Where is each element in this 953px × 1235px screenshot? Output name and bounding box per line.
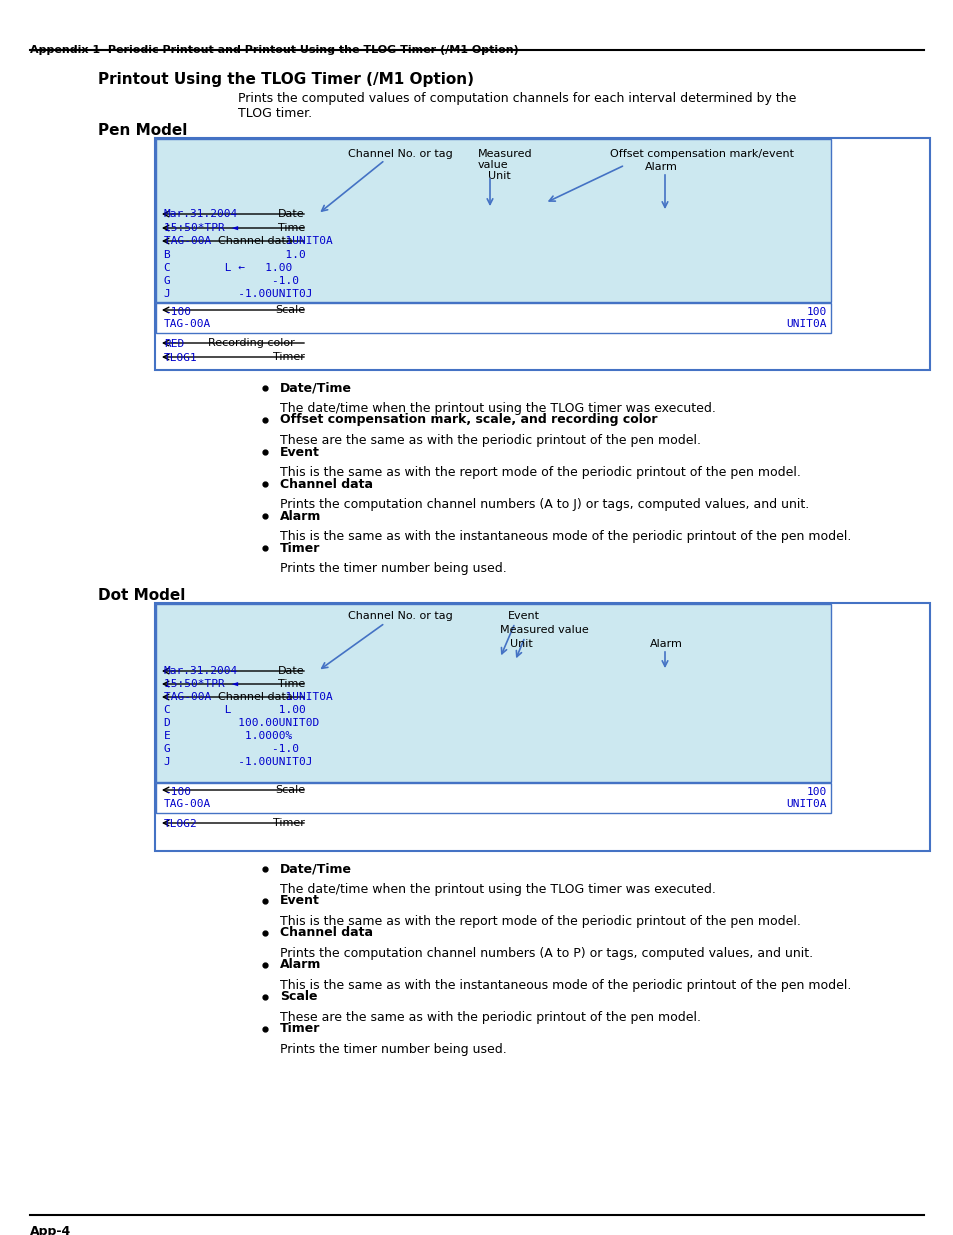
Text: App-4: App-4 — [30, 1225, 71, 1235]
Bar — [154, 138, 929, 370]
Text: Channel data: Channel data — [218, 236, 293, 246]
Text: E           1.0000%: E 1.0000% — [164, 731, 292, 741]
Text: -100: -100 — [164, 308, 191, 317]
Text: B                 1.0: B 1.0 — [164, 249, 305, 261]
Text: Event: Event — [507, 611, 539, 621]
Text: Dot Model: Dot Model — [98, 588, 185, 603]
Text: Channel data: Channel data — [280, 926, 373, 940]
Text: UNIT0A: UNIT0A — [785, 799, 826, 809]
Text: G               -1.0: G -1.0 — [164, 275, 298, 287]
Text: Date/Time: Date/Time — [280, 862, 352, 876]
Text: Date: Date — [278, 209, 305, 219]
Text: Prints the timer number being used.: Prints the timer number being used. — [280, 1044, 506, 1056]
Text: Channel data: Channel data — [280, 478, 373, 490]
Text: UNIT0A: UNIT0A — [785, 319, 826, 329]
Text: Prints the computation channel numbers (A to P) or tags, computed values, and un: Prints the computation channel numbers (… — [280, 947, 812, 960]
Text: G               -1.0: G -1.0 — [164, 743, 298, 755]
Bar — [156, 303, 830, 333]
Text: Mar.31.2004: Mar.31.2004 — [164, 209, 238, 219]
Text: Offset compensation mark, scale, and recording color: Offset compensation mark, scale, and rec… — [280, 414, 657, 426]
Text: Timer: Timer — [273, 818, 305, 827]
Text: Date/Time: Date/Time — [280, 382, 352, 394]
Text: RED: RED — [164, 338, 184, 350]
Text: Time: Time — [277, 679, 305, 689]
Text: Timer: Timer — [273, 352, 305, 362]
Bar — [154, 603, 929, 851]
Text: Channel data: Channel data — [218, 692, 293, 701]
Text: Prints the timer number being used.: Prints the timer number being used. — [280, 562, 506, 576]
Text: 100: 100 — [806, 308, 826, 317]
Bar — [156, 783, 830, 813]
Text: Prints the computed values of computation channels for each interval determined : Prints the computed values of computatio… — [237, 91, 796, 105]
Text: Event: Event — [280, 446, 319, 458]
Text: 15:50*TPR ◄: 15:50*TPR ◄ — [164, 224, 238, 233]
Text: Measured: Measured — [477, 149, 532, 159]
Text: Alarm: Alarm — [649, 638, 682, 650]
Text: This is the same as with the report mode of the periodic printout of the pen mod: This is the same as with the report mode… — [280, 915, 800, 927]
Text: D          100.00UNIT0D: D 100.00UNIT0D — [164, 718, 319, 727]
Text: TLOG1: TLOG1 — [164, 353, 197, 363]
Bar — [156, 604, 830, 782]
Text: Scale: Scale — [274, 305, 305, 315]
Text: TAG-00A           1UNIT0A: TAG-00A 1UNIT0A — [164, 692, 333, 701]
Text: Printout Using the TLOG Timer (/M1 Option): Printout Using the TLOG Timer (/M1 Optio… — [98, 72, 474, 86]
Text: C        L       1.00: C L 1.00 — [164, 705, 305, 715]
Text: This is the same as with the instantaneous mode of the periodic printout of the : This is the same as with the instantaneo… — [280, 979, 850, 992]
Text: Scale: Scale — [280, 990, 317, 1004]
Text: Alarm: Alarm — [280, 510, 321, 522]
Bar — [156, 140, 830, 303]
Text: value: value — [477, 161, 508, 170]
Text: Offset compensation mark/event: Offset compensation mark/event — [609, 149, 793, 159]
Text: TAG-00A           1UNIT0A: TAG-00A 1UNIT0A — [164, 236, 333, 246]
Text: Channel No. or tag: Channel No. or tag — [348, 611, 453, 621]
Text: Scale: Scale — [274, 785, 305, 795]
Text: These are the same as with the periodic printout of the pen model.: These are the same as with the periodic … — [280, 433, 700, 447]
Text: This is the same as with the report mode of the periodic printout of the pen mod: This is the same as with the report mode… — [280, 466, 800, 479]
Text: Mar.31.2004: Mar.31.2004 — [164, 666, 238, 676]
Text: Alarm: Alarm — [280, 958, 321, 972]
Text: TAG-00A: TAG-00A — [164, 799, 211, 809]
Text: Measured value: Measured value — [499, 625, 588, 635]
Text: Prints the computation channel numbers (A to J) or tags, computed values, and un: Prints the computation channel numbers (… — [280, 498, 808, 511]
Text: TAG-00A: TAG-00A — [164, 319, 211, 329]
Text: -100: -100 — [164, 787, 191, 797]
Text: The date/time when the printout using the TLOG timer was executed.: The date/time when the printout using th… — [280, 403, 715, 415]
Text: Appendix 1  Periodic Printout and Printout Using the TLOG Timer (/M1 Option): Appendix 1 Periodic Printout and Printou… — [30, 44, 518, 56]
Text: 15:50*TPR ◄: 15:50*TPR ◄ — [164, 679, 238, 689]
Text: J          -1.00UNIT0J: J -1.00UNIT0J — [164, 289, 313, 299]
Text: This is the same as with the instantaneous mode of the periodic printout of the : This is the same as with the instantaneo… — [280, 530, 850, 543]
Text: TLOG timer.: TLOG timer. — [237, 107, 312, 120]
Text: Timer: Timer — [280, 541, 320, 555]
Text: 100: 100 — [806, 787, 826, 797]
Text: Alarm: Alarm — [644, 162, 678, 172]
Text: These are the same as with the periodic printout of the pen model.: These are the same as with the periodic … — [280, 1011, 700, 1024]
Text: Unit: Unit — [488, 170, 510, 182]
Text: J          -1.00UNIT0J: J -1.00UNIT0J — [164, 757, 313, 767]
Text: Unit: Unit — [510, 638, 532, 650]
Text: Event: Event — [280, 894, 319, 908]
Text: C        L ←   1.00: C L ← 1.00 — [164, 263, 292, 273]
Text: Time: Time — [277, 224, 305, 233]
Text: Pen Model: Pen Model — [98, 124, 187, 138]
Text: Timer: Timer — [280, 1023, 320, 1035]
Text: Recording color: Recording color — [208, 338, 294, 348]
Text: Channel No. or tag: Channel No. or tag — [348, 149, 453, 159]
Text: The date/time when the printout using the TLOG timer was executed.: The date/time when the printout using th… — [280, 883, 715, 897]
Text: Date: Date — [278, 666, 305, 676]
Text: TLOG2: TLOG2 — [164, 819, 197, 829]
